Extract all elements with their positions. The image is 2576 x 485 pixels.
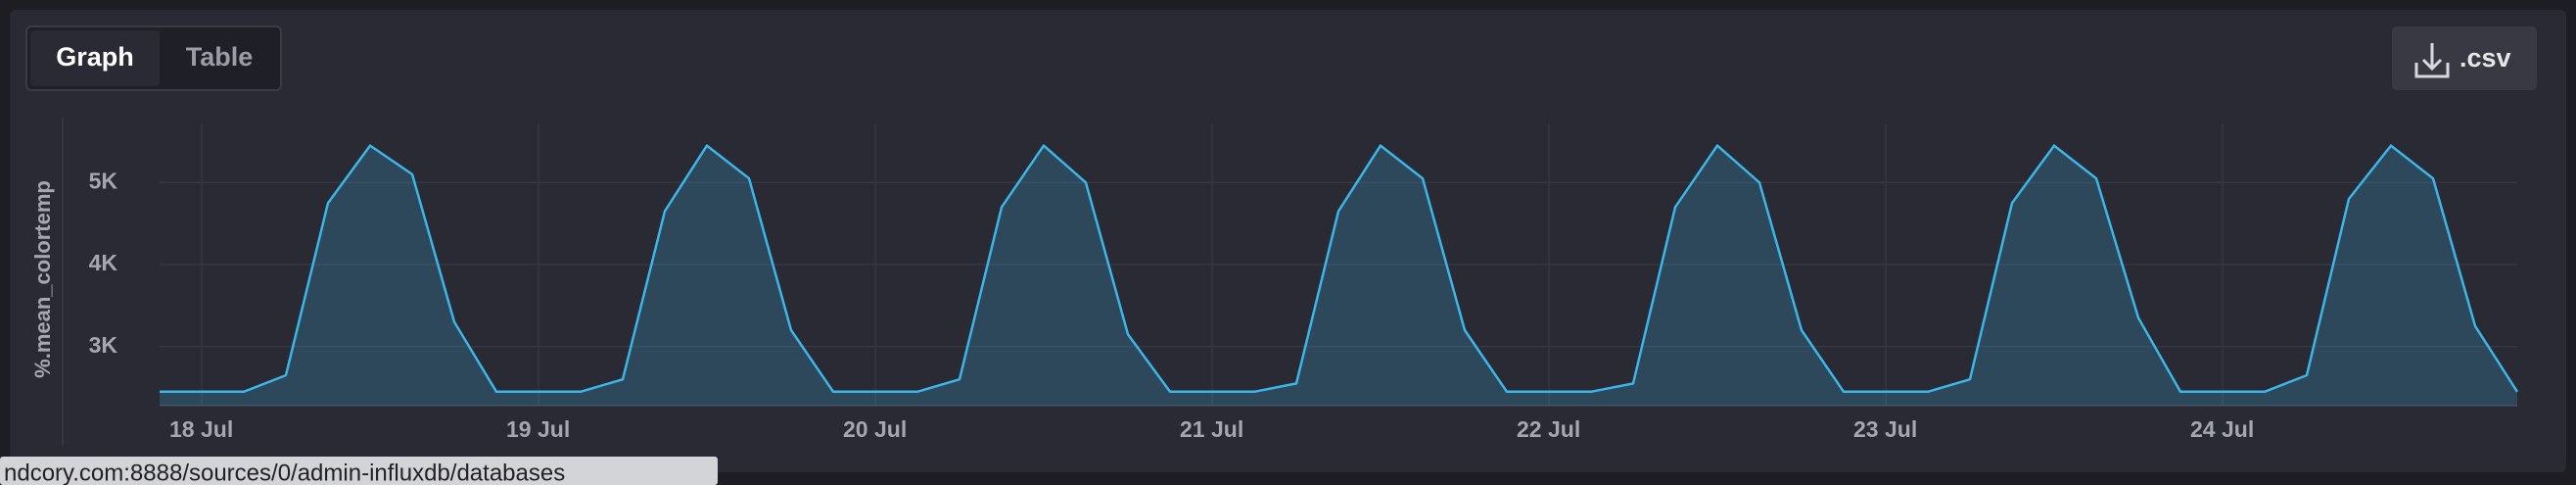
x-tick-label: 19 Jul — [506, 416, 570, 442]
button-label[interactable]: .csv — [2459, 43, 2511, 73]
x-tick-label: 24 Jul — [2190, 416, 2254, 442]
y-tick-label: 5K — [89, 168, 118, 193]
y-axis-label: %.mean_colortemp — [30, 180, 55, 378]
line — [160, 144, 2519, 394]
download-icon — [2414, 43, 2450, 78]
status-url: ndcory.com:8888/sources/0/admin-influxdb… — [4, 460, 565, 485]
graph-tab[interactable] — [30, 30, 160, 86]
x-tick-label: 23 Jul — [1853, 416, 1917, 442]
tab-label[interactable]: Table — [186, 42, 254, 72]
area — [160, 145, 2517, 406]
x-tick-label: 20 Jul — [843, 416, 907, 442]
x-tick-label: 18 Jul — [169, 416, 233, 442]
panel — [10, 10, 2566, 472]
status-bar — [0, 457, 718, 485]
y-tick-label: 3K — [89, 332, 118, 358]
y-tick-label: 4K — [89, 250, 118, 275]
tab-label[interactable]: Graph — [56, 42, 134, 72]
x-tick-label: 21 Jul — [1180, 416, 1243, 442]
x-tick-label: 22 Jul — [1517, 416, 1580, 442]
download-button[interactable] — [2392, 26, 2537, 90]
